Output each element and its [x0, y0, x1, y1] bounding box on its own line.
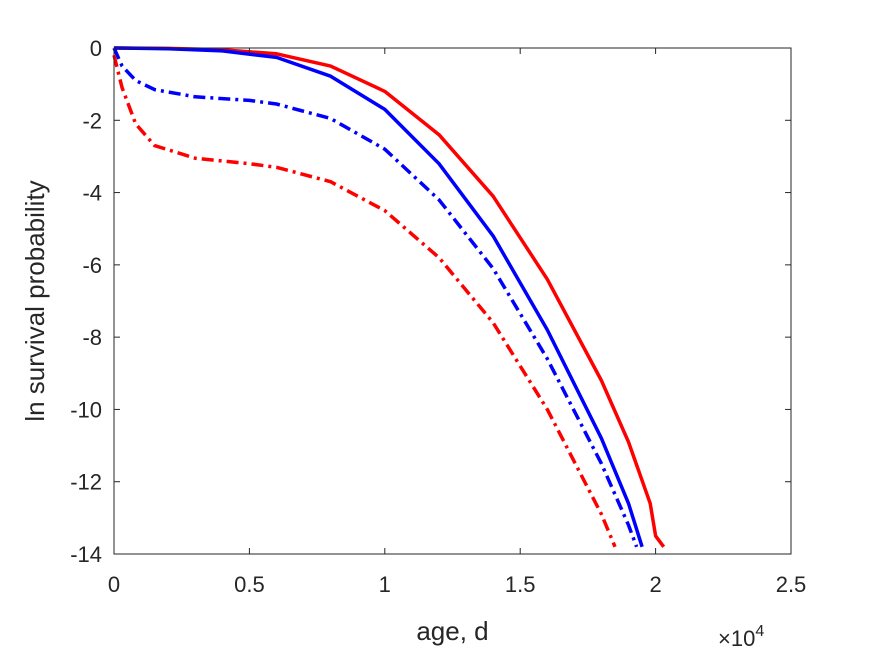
- x-tick-label: 1.5: [505, 572, 536, 597]
- y-tick-label: -12: [70, 470, 102, 495]
- x-exponent-label: ×104: [718, 623, 764, 651]
- plot-frame: [113, 47, 792, 555]
- y-tick-label: -2: [82, 108, 102, 133]
- x-tick-label: 2.5: [776, 572, 807, 597]
- series-layer: [112, 46, 666, 548]
- y-tick-label: 0: [90, 36, 102, 61]
- x-tick-label: 0: [108, 572, 120, 597]
- y-tick-label: -14: [70, 542, 102, 567]
- x-exponent-power: 4: [755, 623, 764, 640]
- y-tick-label: -6: [82, 253, 102, 278]
- x-axis-title: age, d: [416, 616, 488, 646]
- x-exponent-base: ×10: [718, 626, 755, 651]
- x-tick-label: 0.5: [234, 572, 265, 597]
- x-tick-label: 1: [379, 572, 391, 597]
- tick-layer: 0 0.5 1 1.5 2 2.5 0 -2 -4 -6 -8 -10 -12 -14: [70, 36, 806, 597]
- y-tick-label: -10: [70, 397, 102, 422]
- y-tick-label: -8: [82, 325, 102, 350]
- y-axis-title: ln survival probability: [20, 180, 50, 421]
- series-line-2: [113, 46, 644, 548]
- x-tick-label: 2: [649, 572, 661, 597]
- series-line-4: [112, 54, 617, 548]
- y-tick-label: -4: [82, 181, 102, 206]
